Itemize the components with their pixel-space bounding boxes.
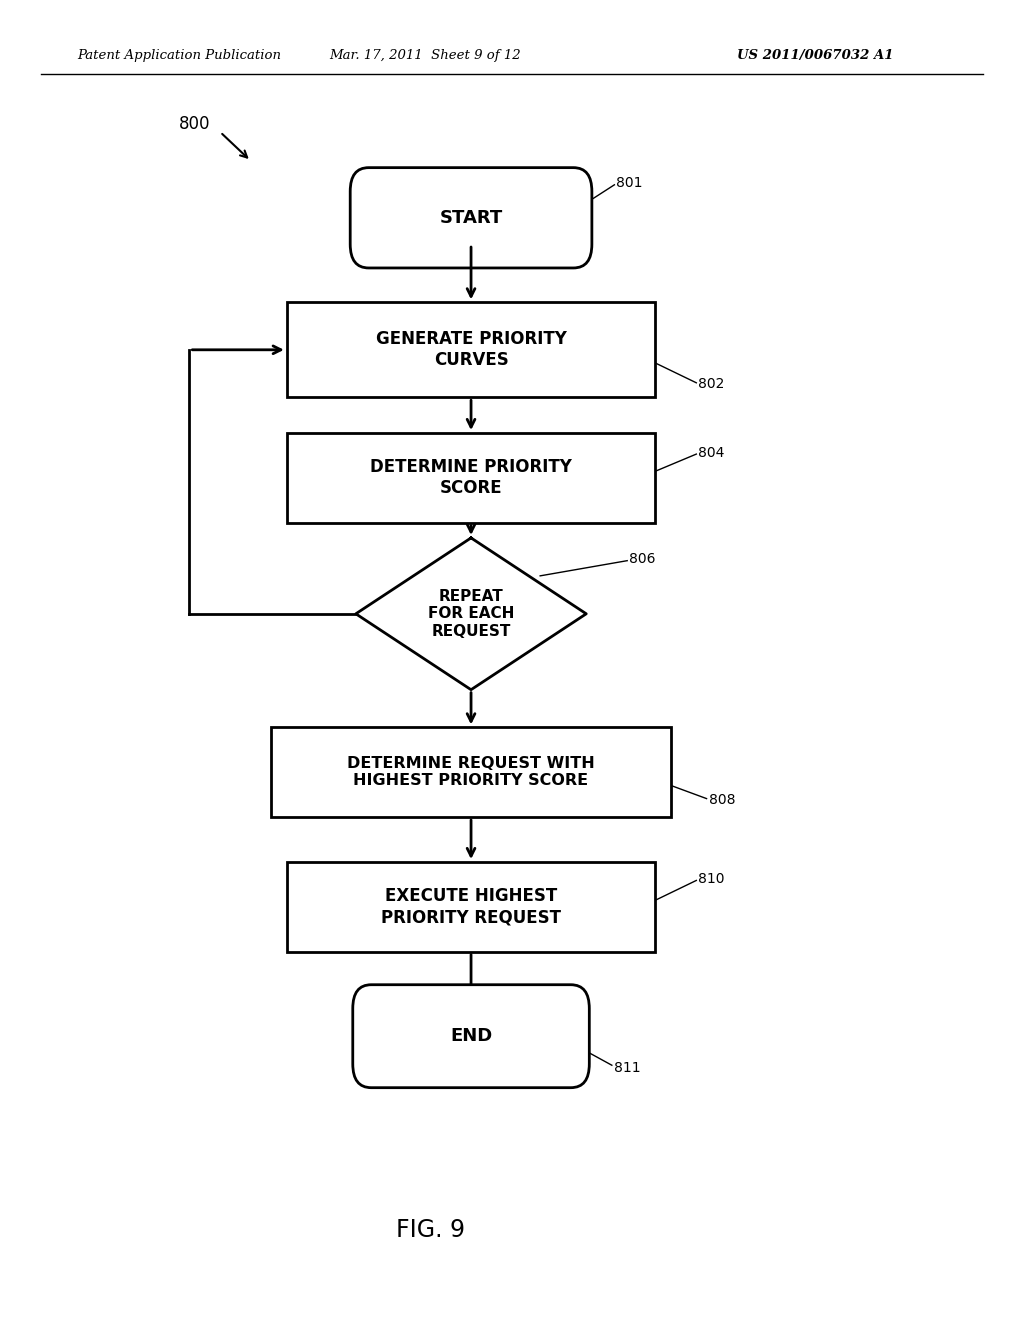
Text: US 2011/0067032 A1: US 2011/0067032 A1 — [737, 49, 894, 62]
FancyBboxPatch shape — [350, 168, 592, 268]
Text: DETERMINE PRIORITY
SCORE: DETERMINE PRIORITY SCORE — [370, 458, 572, 498]
Text: 808: 808 — [709, 793, 735, 807]
Text: Patent Application Publication: Patent Application Publication — [77, 49, 281, 62]
Text: 811: 811 — [614, 1061, 641, 1074]
Text: DETERMINE REQUEST WITH
HIGHEST PRIORITY SCORE: DETERMINE REQUEST WITH HIGHEST PRIORITY … — [347, 756, 595, 788]
Bar — [271, 727, 671, 817]
Text: EXECUTE HIGHEST
PRIORITY REQUEST: EXECUTE HIGHEST PRIORITY REQUEST — [381, 887, 561, 927]
Polygon shape — [356, 539, 586, 689]
Text: 806: 806 — [629, 552, 655, 566]
Text: FIG. 9: FIG. 9 — [395, 1218, 465, 1242]
Text: 801: 801 — [616, 177, 643, 190]
Text: 802: 802 — [698, 378, 725, 391]
Text: 810: 810 — [698, 873, 725, 886]
FancyBboxPatch shape — [352, 985, 590, 1088]
Text: REPEAT
FOR EACH
REQUEST: REPEAT FOR EACH REQUEST — [428, 589, 514, 639]
Bar — [287, 862, 655, 952]
Text: Mar. 17, 2011  Sheet 9 of 12: Mar. 17, 2011 Sheet 9 of 12 — [329, 49, 521, 62]
Text: START: START — [439, 209, 503, 227]
Bar — [287, 302, 655, 397]
Text: 804: 804 — [698, 446, 725, 459]
Text: GENERATE PRIORITY
CURVES: GENERATE PRIORITY CURVES — [376, 330, 566, 370]
Text: 800: 800 — [179, 115, 211, 133]
Bar — [287, 433, 655, 523]
Text: END: END — [450, 1027, 493, 1045]
